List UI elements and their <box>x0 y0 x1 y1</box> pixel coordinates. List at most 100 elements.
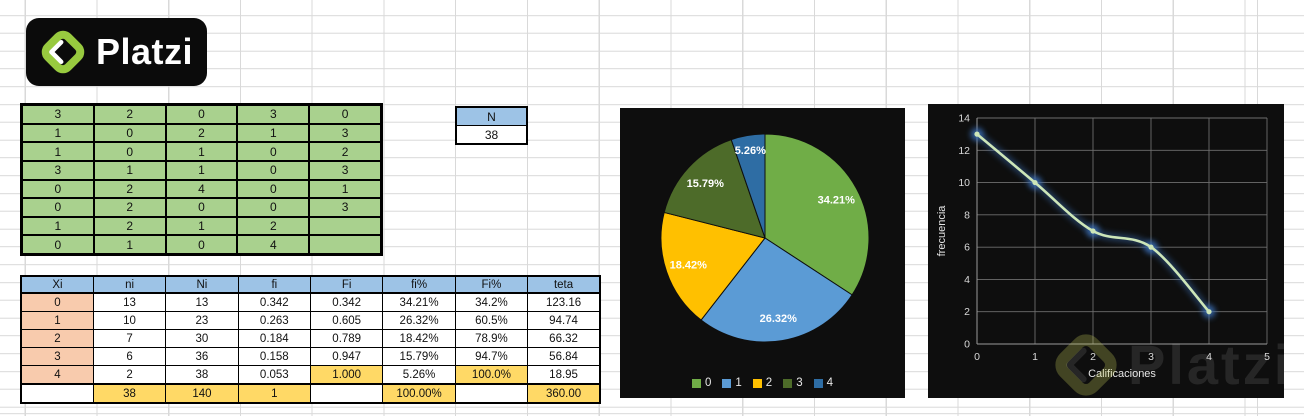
raw-cell[interactable]: 0 <box>22 198 94 217</box>
freq-cell[interactable]: 60.5% <box>454 311 529 330</box>
raw-cell[interactable]: 1 <box>165 160 238 180</box>
freq-cell[interactable]: 0.342 <box>237 292 312 312</box>
raw-cell[interactable]: 0 <box>22 235 94 254</box>
legend-item[interactable]: 2 <box>752 377 772 389</box>
raw-cell[interactable]: 2 <box>165 123 238 143</box>
freq-cell[interactable]: 15.79% <box>382 347 456 366</box>
freq-header-cell[interactable]: ni <box>92 275 167 294</box>
freq-cell[interactable]: 0.947 <box>309 347 384 366</box>
raw-cell[interactable]: 1 <box>165 142 238 161</box>
freq-cell[interactable]: 0.158 <box>237 347 312 366</box>
freq-cell[interactable]: 56.84 <box>527 347 601 366</box>
freq-cell[interactable]: 1 <box>20 311 94 330</box>
raw-cell[interactable]: 1 <box>237 123 310 143</box>
freq-cell[interactable]: 23 <box>165 311 239 330</box>
raw-cell[interactable]: 0 <box>309 105 381 124</box>
raw-cell[interactable]: 2 <box>93 179 166 199</box>
raw-cell[interactable]: 0 <box>237 160 310 180</box>
raw-cell[interactable]: 0 <box>93 123 166 143</box>
raw-cell[interactable] <box>309 235 381 254</box>
n-header[interactable]: N <box>457 108 526 126</box>
freq-cell[interactable]: 1.000 <box>309 365 384 385</box>
freq-cell[interactable]: 5.26% <box>382 365 456 385</box>
freq-total-cell[interactable]: 140 <box>165 383 239 404</box>
legend-item[interactable]: 1 <box>722 377 742 389</box>
n-value[interactable]: 38 <box>484 127 499 142</box>
raw-cell[interactable]: 2 <box>93 198 166 217</box>
pie-chart-panel[interactable]: 34.21% 26.32% 18.42% 15.79% 5.26% 0 1 2 3 4 <box>620 108 905 398</box>
freq-cell[interactable]: 13 <box>165 292 239 312</box>
freq-total-cell[interactable]: 360.00 <box>527 383 601 404</box>
freq-total-cell[interactable] <box>309 383 384 404</box>
freq-cell[interactable]: 30 <box>165 329 239 348</box>
freq-cell[interactable]: 0.342 <box>309 292 384 312</box>
raw-cell[interactable]: 3 <box>237 105 310 124</box>
freq-cell[interactable]: 94.74 <box>527 311 601 330</box>
freq-cell[interactable]: 18.42% <box>382 329 456 348</box>
freq-cell[interactable]: 94.7% <box>454 347 529 366</box>
freq-header-cell[interactable]: teta <box>527 275 601 294</box>
freq-cell[interactable]: 34.2% <box>454 292 529 312</box>
raw-cell[interactable]: 3 <box>309 198 381 217</box>
freq-header-cell[interactable]: fi <box>237 275 312 294</box>
freq-cell[interactable]: 2 <box>92 365 167 385</box>
freq-cell[interactable]: 34.21% <box>382 292 456 312</box>
freq-cell[interactable]: 18.95 <box>527 365 601 385</box>
raw-cell[interactable]: 3 <box>22 160 94 180</box>
freq-total-cell[interactable] <box>454 383 529 404</box>
raw-cell[interactable]: 2 <box>93 105 166 124</box>
raw-cell[interactable]: 1 <box>93 235 166 254</box>
raw-cell[interactable]: 3 <box>309 160 381 180</box>
n-box[interactable]: N 38 <box>455 106 528 145</box>
freq-cell[interactable]: 7 <box>92 329 167 348</box>
frequency-table[interactable]: Xi ni Ni fi Fi fi% Fi% teta 0 13 13 0.342 0.342 34.21… <box>20 275 601 404</box>
legend-item[interactable]: 4 <box>813 377 833 389</box>
freq-cell[interactable]: 123.16 <box>527 292 601 312</box>
raw-cell[interactable]: 1 <box>93 160 166 180</box>
raw-cell[interactable]: 1 <box>22 216 94 236</box>
freq-cell[interactable]: 4 <box>20 365 94 385</box>
data-point[interactable] <box>974 131 980 137</box>
freq-cell[interactable]: 0 <box>20 292 94 312</box>
raw-cell[interactable]: 4 <box>165 179 238 199</box>
freq-header-cell[interactable]: Fi% <box>454 275 529 294</box>
raw-cell[interactable]: 0 <box>237 142 310 161</box>
pie-slice-2[interactable] <box>660 211 766 321</box>
freq-cell[interactable]: 13 <box>92 292 167 312</box>
freq-cell[interactable]: 0.605 <box>309 311 384 330</box>
freq-cell[interactable]: 2 <box>20 329 94 348</box>
freq-cell[interactable]: 66.32 <box>527 329 601 348</box>
data-point[interactable] <box>1090 228 1096 234</box>
freq-cell[interactable]: 100.0% <box>454 365 529 385</box>
freq-cell[interactable]: 0.184 <box>237 329 312 348</box>
data-point[interactable] <box>1032 179 1038 186</box>
raw-cell[interactable]: 0 <box>165 105 238 124</box>
freq-cell[interactable]: 0.263 <box>237 311 312 330</box>
freq-total-cell[interactable]: 38 <box>92 383 167 404</box>
raw-cell[interactable]: 0 <box>22 179 94 199</box>
freq-header-cell[interactable]: Xi <box>20 275 94 294</box>
pie-slice-3[interactable] <box>663 138 766 239</box>
raw-cell[interactable]: 4 <box>237 235 310 254</box>
freq-cell[interactable]: 0.053 <box>237 365 312 385</box>
freq-total-cell[interactable]: 100.00% <box>382 383 456 404</box>
legend-item[interactable]: 3 <box>783 377 803 389</box>
line-chart-panel[interactable]: 0 2 4 6 8 10 12 14 0 1 2 3 4 5 frecuencia Calificacio… <box>928 104 1284 398</box>
freq-cell[interactable]: 3 <box>20 347 94 366</box>
raw-cell[interactable]: 0 <box>237 179 310 199</box>
freq-total-cell[interactable]: 1 <box>237 383 312 404</box>
freq-header-cell[interactable]: Ni <box>165 275 239 294</box>
data-point[interactable] <box>1148 244 1154 250</box>
freq-cell[interactable]: 6 <box>92 347 167 366</box>
data-point[interactable] <box>1206 309 1212 315</box>
raw-cell[interactable]: 1 <box>309 179 381 199</box>
raw-cell[interactable] <box>309 216 381 236</box>
pie-slice-4[interactable] <box>730 133 766 239</box>
freq-total-cell[interactable] <box>20 383 94 404</box>
raw-cell[interactable]: 2 <box>93 216 166 236</box>
freq-cell[interactable]: 38 <box>165 365 239 385</box>
freq-cell[interactable]: 36 <box>165 347 239 366</box>
raw-cell[interactable]: 0 <box>165 235 238 254</box>
freq-cell[interactable]: 0.789 <box>309 329 384 348</box>
